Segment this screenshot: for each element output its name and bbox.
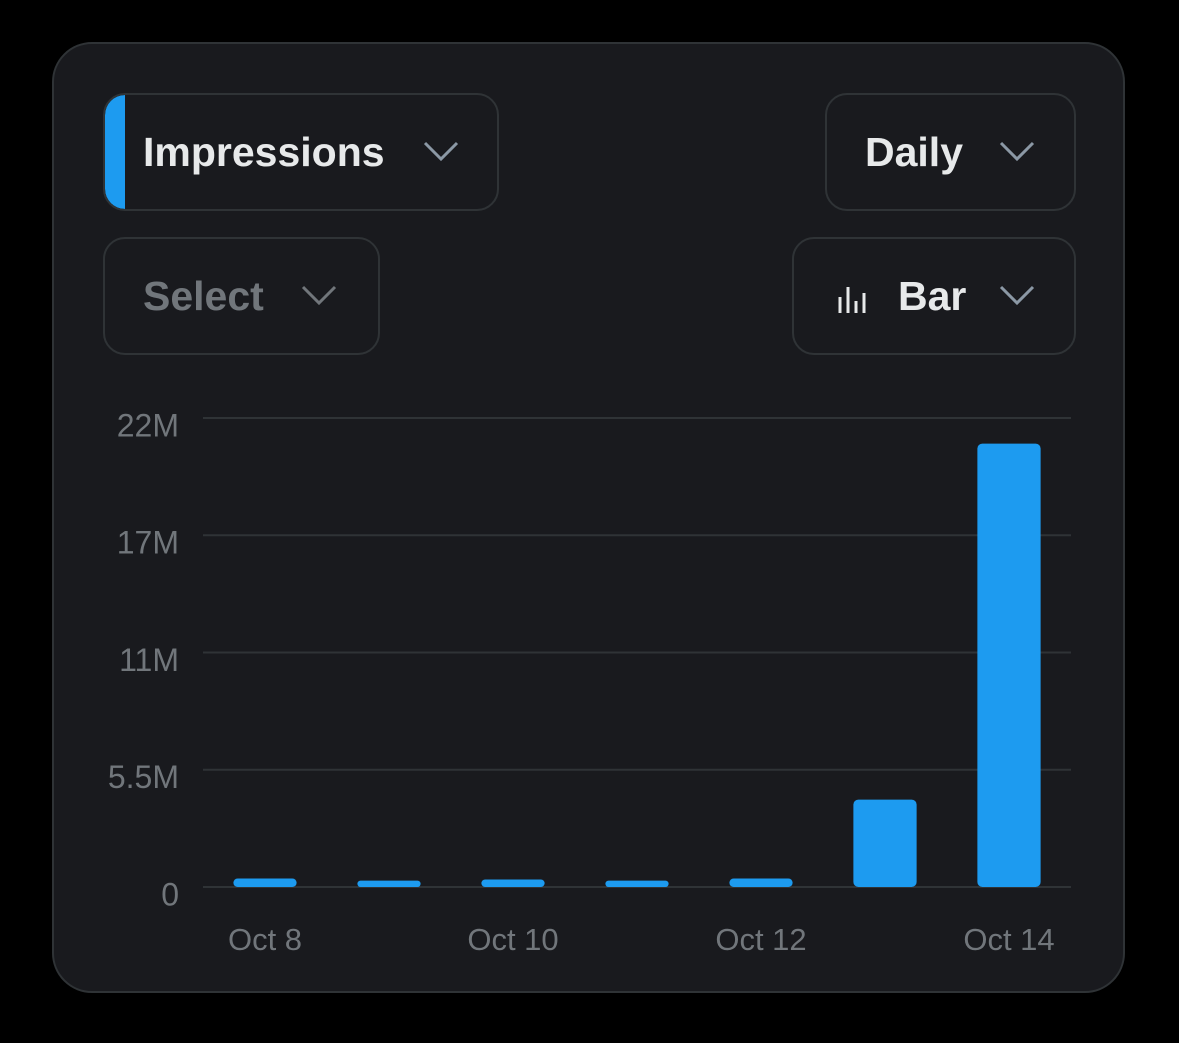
bar: [233, 878, 297, 887]
x-tick-label: Oct 8: [228, 922, 302, 957]
compare-label: Select: [143, 272, 264, 319]
interval-dropdown[interactable]: Daily: [825, 93, 1076, 211]
bar: [977, 443, 1041, 887]
bar: [729, 878, 793, 887]
compare-dropdown[interactable]: Select: [103, 237, 380, 355]
y-tick-label: 11M: [119, 642, 179, 678]
x-tick-label: Oct 10: [467, 922, 558, 957]
x-tick-label: Oct 12: [715, 922, 806, 957]
chart-style-label: Bar: [898, 272, 967, 319]
y-tick-label: 22M: [117, 407, 179, 443]
y-tick-label: 17M: [117, 525, 179, 561]
chevron: [423, 141, 459, 162]
x-tick-label: Oct 14: [963, 922, 1054, 957]
chevron: [999, 141, 1035, 162]
bar: [481, 879, 545, 887]
chart-style-dropdown[interactable]: Bar: [792, 237, 1076, 355]
y-tick-label: 0: [161, 876, 179, 912]
metric-dropdown[interactable]: Impressions: [103, 93, 499, 211]
analytics-card: [52, 42, 1125, 993]
chevron: [301, 285, 337, 306]
bar: [605, 880, 669, 887]
y-tick-label: 5.5M: [108, 759, 179, 795]
chevron: [999, 285, 1035, 306]
metric-label: Impressions: [143, 128, 385, 175]
bar-icon: [838, 287, 866, 313]
metric-color-stripe: [105, 95, 125, 209]
bar: [853, 799, 917, 887]
bar: [357, 880, 421, 887]
interval-label: Daily: [865, 128, 963, 175]
